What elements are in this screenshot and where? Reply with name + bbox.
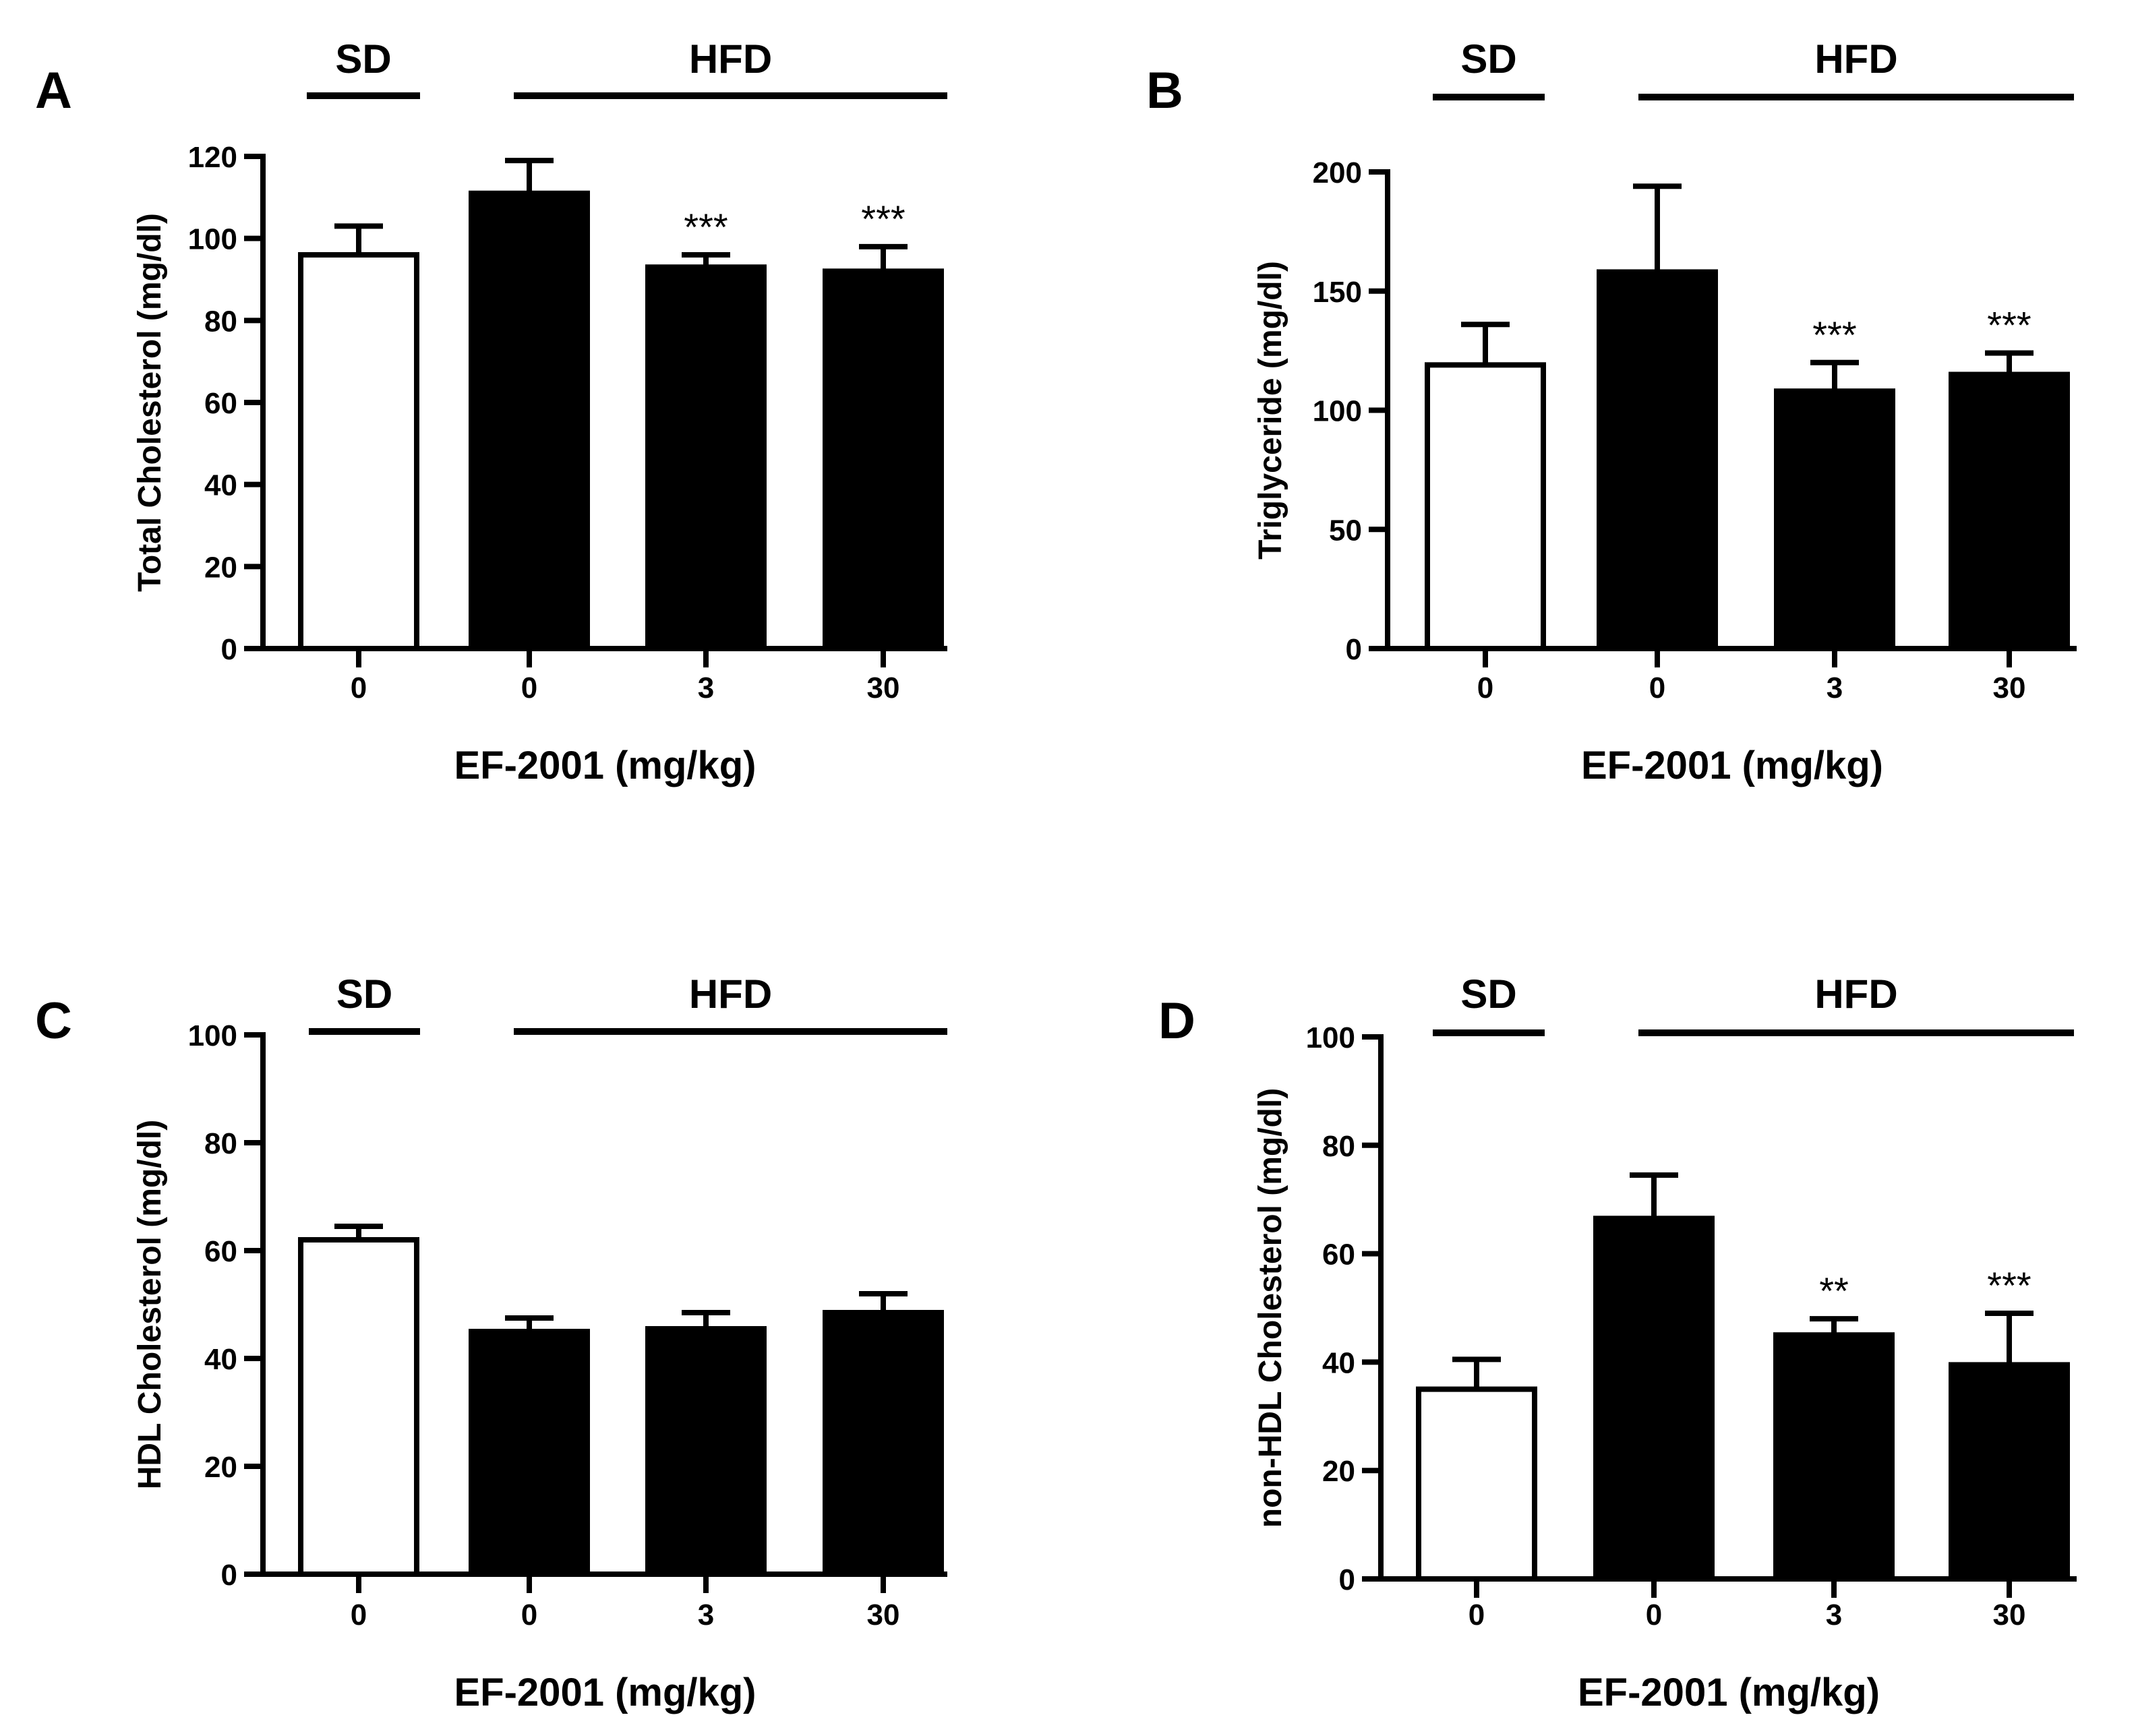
x-tick-label: 3 (1826, 1598, 1842, 1632)
x-tick-label: 30 (867, 1598, 900, 1632)
significance-label: *** (1812, 313, 1856, 356)
group-label: HFD (1814, 971, 1897, 1017)
group-label: SD (1460, 971, 1516, 1017)
bar (1773, 1332, 1895, 1582)
y-tick-label: 80 (204, 305, 237, 338)
significance-label: ** (1819, 1269, 1849, 1312)
panel-letter: B (1146, 62, 1183, 119)
bar (823, 268, 944, 652)
x-tick-label: 30 (1993, 671, 2026, 705)
x-tick-label: 3 (698, 671, 714, 705)
x-tick-label: 0 (1649, 671, 1665, 705)
bar (645, 1326, 767, 1577)
x-tick-label: 0 (351, 1598, 367, 1632)
y-axis-label: Total Cholesterol (mg/dl) (132, 213, 168, 592)
chart-panel-c: C SD HFD 0 0 3 30 0 20 40 60 80 100 HDL Cholesterol (… (35, 971, 947, 1714)
x-tick-label: 0 (1468, 1598, 1485, 1632)
bar (1949, 371, 2070, 651)
y-tick-label: 200 (1313, 156, 1362, 189)
bar (469, 190, 590, 651)
bar (298, 252, 419, 651)
y-tick-label: 0 (221, 633, 237, 666)
x-axis-label: EF-2001 (mg/kg) (1581, 744, 1883, 787)
x-tick-label: 0 (521, 671, 537, 705)
bar (645, 264, 767, 651)
bar (1597, 269, 1718, 652)
chart-panel-d: D SD HFD 0 0 ** 3 *** 30 0 20 40 60 80 100 non-HDL Chol… (1158, 971, 2077, 1714)
x-tick-label: 3 (1827, 671, 1843, 705)
y-tick-label: 150 (1313, 276, 1362, 309)
y-tick-label: 0 (1346, 633, 1362, 666)
bar (298, 1237, 419, 1577)
y-tick-label: 40 (204, 1343, 237, 1376)
significance-label: *** (1987, 304, 2031, 347)
y-tick-label: 40 (1322, 1346, 1355, 1379)
y-axis-label: Triglyceride (mg/dl) (1253, 261, 1288, 560)
y-tick-label: 60 (1322, 1238, 1355, 1271)
y-tick-label: 100 (1313, 395, 1362, 428)
chart-panel-b: B SD HFD 0 0 *** 3 *** 30 0 50 100 150 200 Triglycerid… (1146, 36, 2077, 787)
panel-letter: C (35, 992, 72, 1050)
y-tick-label: 60 (204, 387, 237, 420)
y-tick-label: 120 (188, 141, 237, 174)
y-tick-label: 80 (204, 1127, 237, 1160)
bar (1593, 1216, 1715, 1582)
group-label: SD (335, 36, 391, 82)
group-label: HFD (1814, 36, 1897, 82)
x-tick-label: 30 (1993, 1598, 2026, 1632)
group-label: HFD (689, 971, 772, 1017)
panel-letter: A (35, 62, 72, 119)
significance-label: *** (1987, 1264, 2031, 1307)
y-axis-label: non-HDL Cholesterol (mg/dl) (1253, 1088, 1288, 1528)
x-tick-label: 3 (698, 1598, 714, 1632)
y-tick-label: 100 (188, 1019, 237, 1052)
bar (823, 1310, 944, 1577)
y-tick-label: 0 (1339, 1563, 1355, 1596)
group-label: SD (1460, 36, 1516, 82)
significance-label: *** (684, 206, 728, 248)
bar (1425, 362, 1546, 652)
panel-letter: D (1158, 992, 1195, 1050)
y-tick-label: 80 (1322, 1130, 1355, 1163)
x-axis-label: EF-2001 (mg/kg) (1578, 1671, 1880, 1714)
y-tick-label: 100 (188, 223, 237, 256)
x-tick-label: 0 (351, 671, 367, 705)
y-axis-label: HDL Cholesterol (mg/dl) (132, 1120, 168, 1489)
x-tick-label: 0 (521, 1598, 537, 1632)
x-tick-label: 30 (867, 671, 900, 705)
y-tick-label: 20 (1322, 1455, 1355, 1488)
significance-label: *** (861, 198, 905, 240)
group-label: SD (336, 971, 392, 1017)
y-tick-label: 0 (221, 1559, 237, 1592)
x-axis-label: EF-2001 (mg/kg) (454, 744, 756, 787)
chart-panel-a: A SD HFD 0 0 *** 3 *** 30 0 20 40 60 80 100 120 Total Ch… (35, 36, 947, 787)
group-label: HFD (689, 36, 772, 82)
x-axis-label: EF-2001 (mg/kg) (454, 1671, 756, 1714)
bar (469, 1329, 590, 1577)
x-tick-label: 0 (1646, 1598, 1662, 1632)
y-tick-label: 20 (204, 551, 237, 584)
y-tick-label: 60 (204, 1235, 237, 1268)
y-tick-label: 40 (204, 469, 237, 502)
bar (1949, 1362, 2070, 1582)
x-tick-label: 0 (1477, 671, 1493, 705)
y-tick-label: 50 (1329, 514, 1362, 547)
bar (1416, 1386, 1537, 1582)
y-tick-label: 20 (204, 1451, 237, 1484)
bar (1774, 388, 1895, 651)
y-tick-label: 100 (1306, 1021, 1355, 1054)
